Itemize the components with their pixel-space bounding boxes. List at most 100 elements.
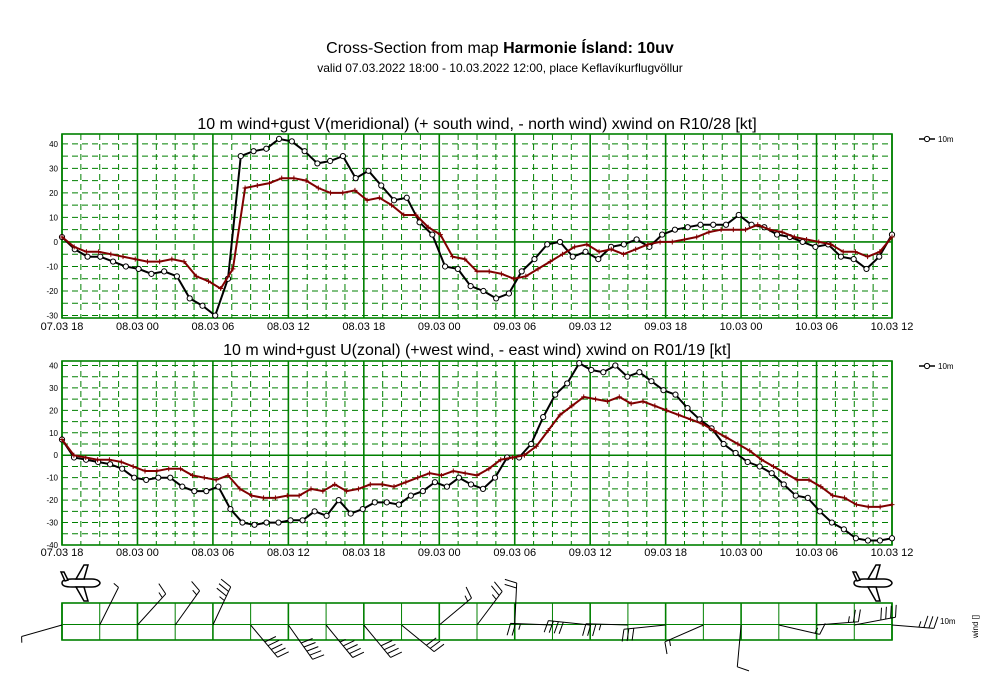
barb-axis-label: wind [] bbox=[971, 615, 980, 639]
data-point-gust bbox=[205, 278, 211, 284]
data-point-gust bbox=[706, 229, 712, 235]
data-point-gust bbox=[498, 271, 504, 277]
data-point-gust bbox=[413, 212, 419, 218]
wind-barb-panel: 10m wind [] bbox=[21, 564, 980, 672]
data-point-gust bbox=[474, 472, 480, 478]
data-point-wind bbox=[671, 226, 679, 233]
data-point-wind bbox=[311, 508, 318, 515]
wind-barb bbox=[99, 583, 119, 626]
data-point-gust bbox=[694, 234, 700, 240]
data-point-gust bbox=[438, 472, 444, 478]
y-tick-label: -30 bbox=[46, 519, 58, 528]
data-point-wind bbox=[799, 238, 806, 246]
x-tick-label: 08.03 00 bbox=[116, 547, 159, 559]
data-point-wind bbox=[167, 474, 174, 481]
y-tick-label: 10 bbox=[49, 213, 58, 222]
chart-title-0: 10 m wind+gust V(meridional) (+ south wi… bbox=[197, 116, 756, 133]
data-point-wind bbox=[84, 253, 91, 260]
wind-barb bbox=[401, 624, 445, 653]
data-point-gust bbox=[474, 268, 480, 274]
data-point-gust bbox=[676, 412, 682, 418]
plot-frame bbox=[61, 360, 893, 546]
page-subtitle: valid 07.03.2022 18:00 - 10.03.2022 12:0… bbox=[317, 61, 683, 75]
data-point-gust bbox=[267, 180, 272, 186]
data-point-wind bbox=[768, 470, 775, 477]
data-point-gust bbox=[83, 454, 89, 460]
data-point-wind bbox=[371, 499, 378, 506]
data-point-gust bbox=[853, 502, 859, 508]
chart-title-1: 10 m wind+gust U(zonal) (+west wind, - e… bbox=[223, 342, 731, 359]
data-point-wind bbox=[744, 458, 751, 466]
data-point-gust bbox=[193, 273, 199, 279]
x-tick-label: 08.03 18 bbox=[342, 547, 385, 559]
data-point-wind bbox=[505, 290, 513, 297]
data-point-wind bbox=[135, 265, 142, 273]
data-point-wind bbox=[480, 287, 487, 295]
data-point-gust bbox=[669, 239, 675, 245]
data-point-gust bbox=[71, 452, 77, 458]
plane-wing-up bbox=[866, 564, 881, 580]
data-point-gust bbox=[157, 259, 163, 265]
data-point-wind bbox=[212, 312, 219, 319]
data-point-gust bbox=[804, 236, 810, 242]
wind-barb bbox=[664, 624, 704, 655]
data-point-wind bbox=[672, 391, 679, 398]
y-tick-label: 20 bbox=[49, 189, 58, 198]
data-point-wind bbox=[876, 253, 883, 260]
legend-marker bbox=[923, 135, 931, 143]
data-point-gust bbox=[730, 227, 736, 233]
data-point-wind bbox=[576, 360, 583, 367]
data-point-gust bbox=[201, 475, 207, 481]
data-point-wind bbox=[850, 256, 857, 263]
data-point-gust bbox=[132, 256, 138, 262]
wind-barb bbox=[476, 581, 503, 626]
x-tick-label: 08.03 06 bbox=[191, 547, 234, 559]
wind-barb bbox=[891, 615, 939, 629]
y-tick-label: -10 bbox=[46, 474, 58, 483]
x-tick-label: 10.03 12 bbox=[871, 547, 914, 559]
data-point-wind bbox=[467, 481, 475, 488]
data-point-gust bbox=[367, 481, 373, 487]
data-point-gust bbox=[320, 488, 326, 494]
data-point-gust bbox=[225, 472, 231, 478]
x-tick-label: 08.03 12 bbox=[267, 321, 310, 333]
data-point-wind bbox=[395, 501, 402, 508]
y-tick-label: 30 bbox=[49, 164, 58, 173]
data-point-gust bbox=[779, 229, 785, 235]
plane-tail bbox=[851, 571, 862, 582]
data-point-gust bbox=[279, 175, 285, 181]
data-point-wind bbox=[552, 391, 559, 398]
data-point-gust bbox=[755, 222, 761, 228]
data-point-wind bbox=[888, 535, 896, 542]
data-point-wind bbox=[710, 221, 717, 228]
data-point-wind bbox=[251, 521, 258, 528]
data-point-wind bbox=[161, 268, 168, 275]
y-tick-label: -10 bbox=[46, 262, 58, 271]
data-point-wind bbox=[263, 519, 270, 526]
data-point-gust bbox=[593, 396, 599, 402]
data-point-wind bbox=[612, 362, 619, 369]
data-point-wind bbox=[339, 152, 347, 160]
data-point-wind bbox=[556, 238, 564, 246]
data-point-wind bbox=[179, 483, 186, 490]
data-point-gust bbox=[616, 394, 622, 400]
data-point-wind bbox=[191, 488, 198, 495]
x-tick-label: 08.03 18 bbox=[342, 321, 385, 333]
wind-barb bbox=[816, 609, 861, 626]
data-point-gust bbox=[462, 470, 468, 476]
data-point-gust bbox=[865, 504, 871, 510]
data-point-wind bbox=[429, 231, 436, 238]
data-point-gust bbox=[218, 286, 224, 292]
data-point-gust bbox=[572, 244, 578, 250]
data-point-wind bbox=[569, 253, 576, 260]
data-point-gust bbox=[376, 195, 382, 201]
data-point-wind bbox=[684, 224, 691, 231]
data-point-wind bbox=[467, 283, 474, 290]
x-tick-label: 10.03 12 bbox=[871, 321, 914, 333]
wind-barb bbox=[21, 624, 63, 643]
data-point-gust bbox=[332, 481, 338, 487]
data-point-wind bbox=[582, 248, 589, 255]
data-point-wind bbox=[419, 488, 426, 495]
data-point-gust bbox=[770, 463, 776, 469]
data-point-wind bbox=[455, 474, 463, 481]
